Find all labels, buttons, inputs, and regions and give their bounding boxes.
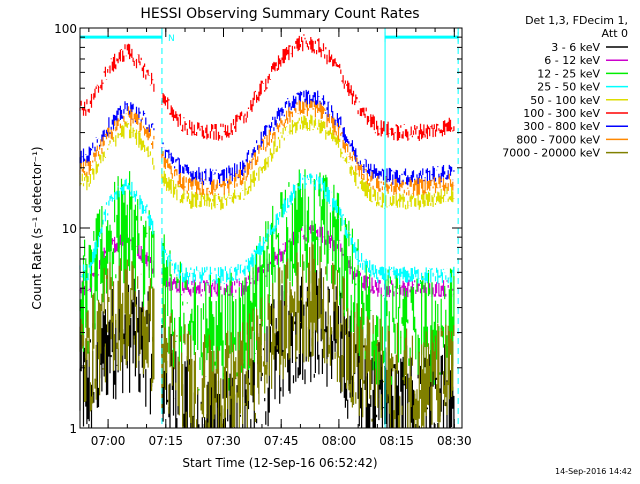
x-tick-label: 07:00 xyxy=(91,434,126,448)
legend-label-7000-20000-kev: 7000 - 20000 keV xyxy=(502,147,600,160)
legend-header-line-1: Det 1,3, FDecim 1, xyxy=(525,14,628,27)
series-100-300-kev-kev-line xyxy=(79,34,455,141)
x-tick-label: 07:15 xyxy=(148,434,183,448)
legend-label-100-300-kev: 100 - 300 keV xyxy=(523,107,600,120)
y-tick-label: 10 xyxy=(62,222,77,236)
x-tick-label: 08:00 xyxy=(322,434,357,448)
legend-label-12-25-kev: 12 - 25 keV xyxy=(537,67,600,80)
y-tick-label: 100 xyxy=(54,22,77,36)
y-tick-label: 1 xyxy=(69,422,77,436)
x-tick-label: 08:15 xyxy=(379,434,414,448)
x-tick-label: 07:45 xyxy=(264,434,299,448)
legend-header-line-2: Att 0 xyxy=(602,27,628,40)
annotation-label: N xyxy=(168,34,175,44)
legend-label-3-6-kev: 3 - 6 keV xyxy=(551,41,600,54)
x-tick-label: 08:30 xyxy=(437,434,472,448)
legend-label-800-7000-kev: 800 - 7000 keV xyxy=(516,133,600,146)
x-axis-label: Start Time (12-Sep-16 06:52:42) xyxy=(182,456,377,470)
legend-label-300-800-kev: 300 - 800 keV xyxy=(523,120,600,133)
y-axis-label: Count Rate (s⁻¹ detector⁻¹) xyxy=(30,146,44,309)
series-group xyxy=(79,34,455,428)
legend-label-25-50-kev: 25 - 50 keV xyxy=(537,81,600,94)
chart-title: HESSI Observing Summary Count Rates xyxy=(140,6,419,22)
legend-label-50-100-kev: 50 - 100 keV xyxy=(530,94,600,107)
x-tick-label: 07:30 xyxy=(206,434,241,448)
footer-date: 14-Sep-2016 14:42 xyxy=(555,467,632,476)
legend-label-6-12-kev: 6 - 12 keV xyxy=(544,54,600,67)
